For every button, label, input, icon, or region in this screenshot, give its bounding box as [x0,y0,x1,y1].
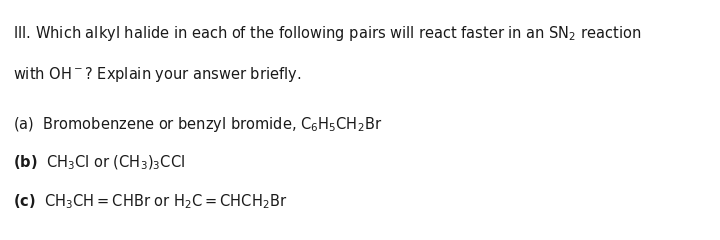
Text: $\mathbf{(c)}$  CH$_3$CH$=$CHBr or H$_2$C$=$CHCH$_2$Br: $\mathbf{(c)}$ CH$_3$CH$=$CHBr or H$_2$C… [13,192,287,211]
Text: $\mathbf{(b)}$  CH$_3$Cl or (CH$_3$)$_3$CCl: $\mathbf{(b)}$ CH$_3$Cl or (CH$_3$)$_3$C… [13,154,185,172]
Text: (a)  Bromobenzene or benzyl bromide, C$_6$H$_5$CH$_2$Br: (a) Bromobenzene or benzyl bromide, C$_6… [13,115,382,134]
Text: with OH$^-$? Explain your answer briefly.: with OH$^-$? Explain your answer briefly… [13,65,301,84]
Text: III. Which alkyl halide in each of the following pairs will react faster in an S: III. Which alkyl halide in each of the f… [13,24,642,43]
